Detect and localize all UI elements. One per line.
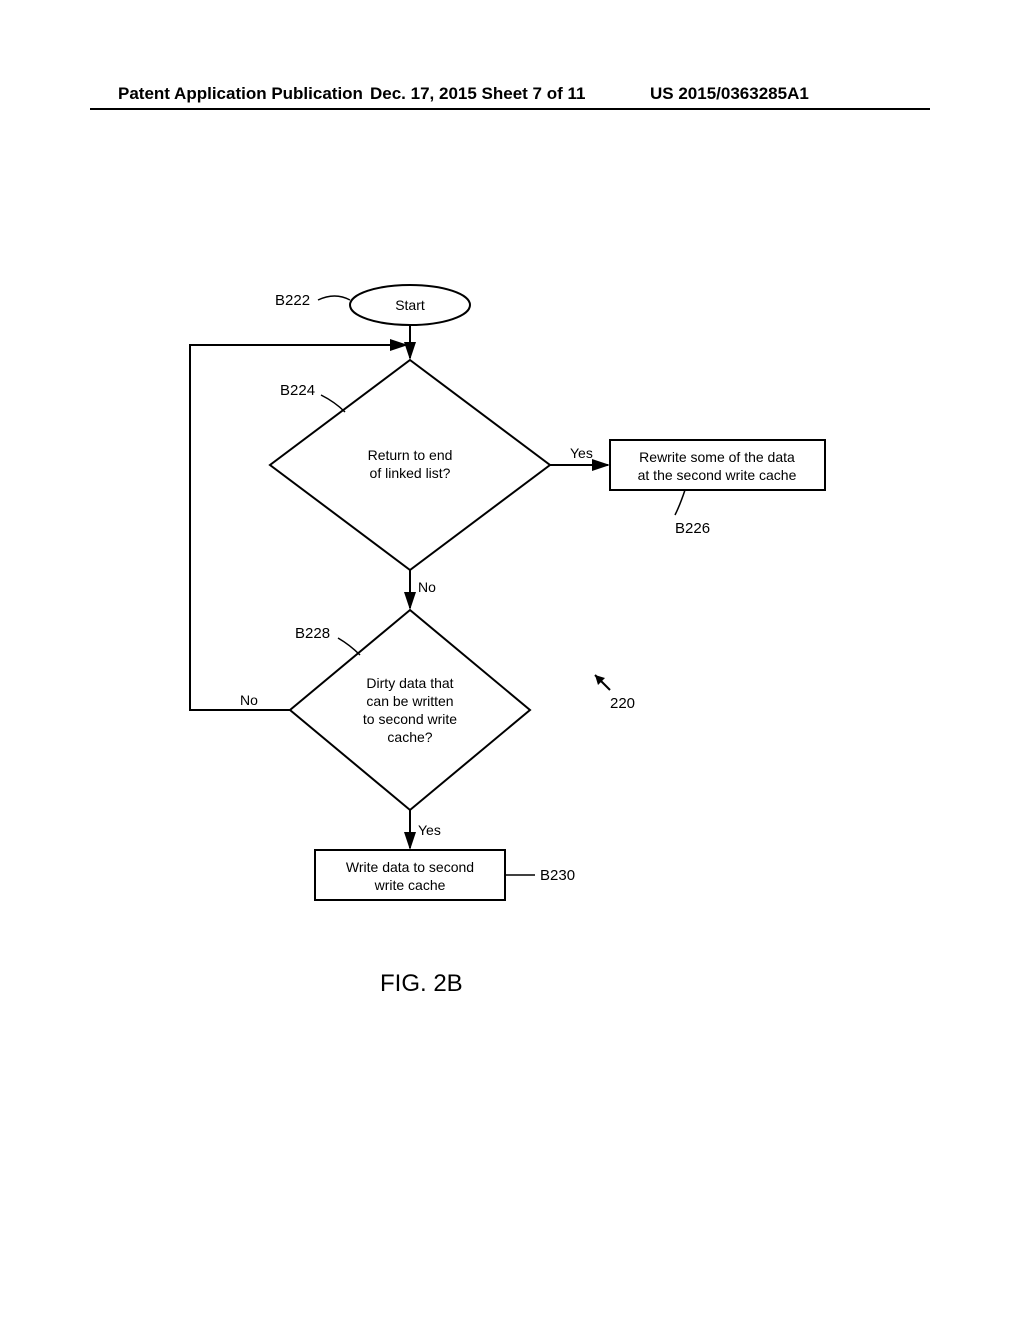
start-label: Start xyxy=(395,297,425,313)
header-left: Patent Application Publication xyxy=(118,84,363,104)
header-rule xyxy=(90,108,930,110)
d1-yes-label: Yes xyxy=(570,445,593,461)
p1-ref: B226 xyxy=(675,520,710,537)
d2-text4: cache? xyxy=(387,729,432,745)
p1-text1: Rewrite some of the data xyxy=(639,449,795,465)
d2-no-label: No xyxy=(240,692,258,708)
d2-text1: Dirty data that xyxy=(366,675,453,691)
fig-ref-number: 220 xyxy=(610,695,635,712)
d2-text2: can be written xyxy=(366,693,453,709)
figure-label: FIG. 2B xyxy=(380,970,463,998)
start-ref: B222 xyxy=(275,292,310,309)
edge-d2-no-loop xyxy=(190,345,406,710)
flowchart: Start B222 Return to end of linked list?… xyxy=(120,280,840,960)
d2-yes-label: Yes xyxy=(418,822,441,838)
d1-no-label: No xyxy=(418,579,436,595)
p1-ref-leader xyxy=(675,490,685,515)
header-right: US 2015/0363285A1 xyxy=(650,84,809,104)
d1-text2: of linked list? xyxy=(370,465,451,481)
d2-text3: to second write xyxy=(363,711,457,727)
p2-text2: write cache xyxy=(374,877,446,893)
p1-text2: at the second write cache xyxy=(638,467,797,483)
p2-text1: Write data to second xyxy=(346,859,474,875)
d1-ref: B224 xyxy=(280,382,315,399)
d1-text1: Return to end xyxy=(368,447,453,463)
header-center: Dec. 17, 2015 Sheet 7 of 11 xyxy=(370,84,585,104)
d2-ref: B228 xyxy=(295,625,330,642)
start-ref-leader xyxy=(318,296,350,300)
p2-ref: B230 xyxy=(540,867,575,884)
d2-ref-leader xyxy=(338,638,360,655)
d1-ref-leader xyxy=(321,395,345,412)
